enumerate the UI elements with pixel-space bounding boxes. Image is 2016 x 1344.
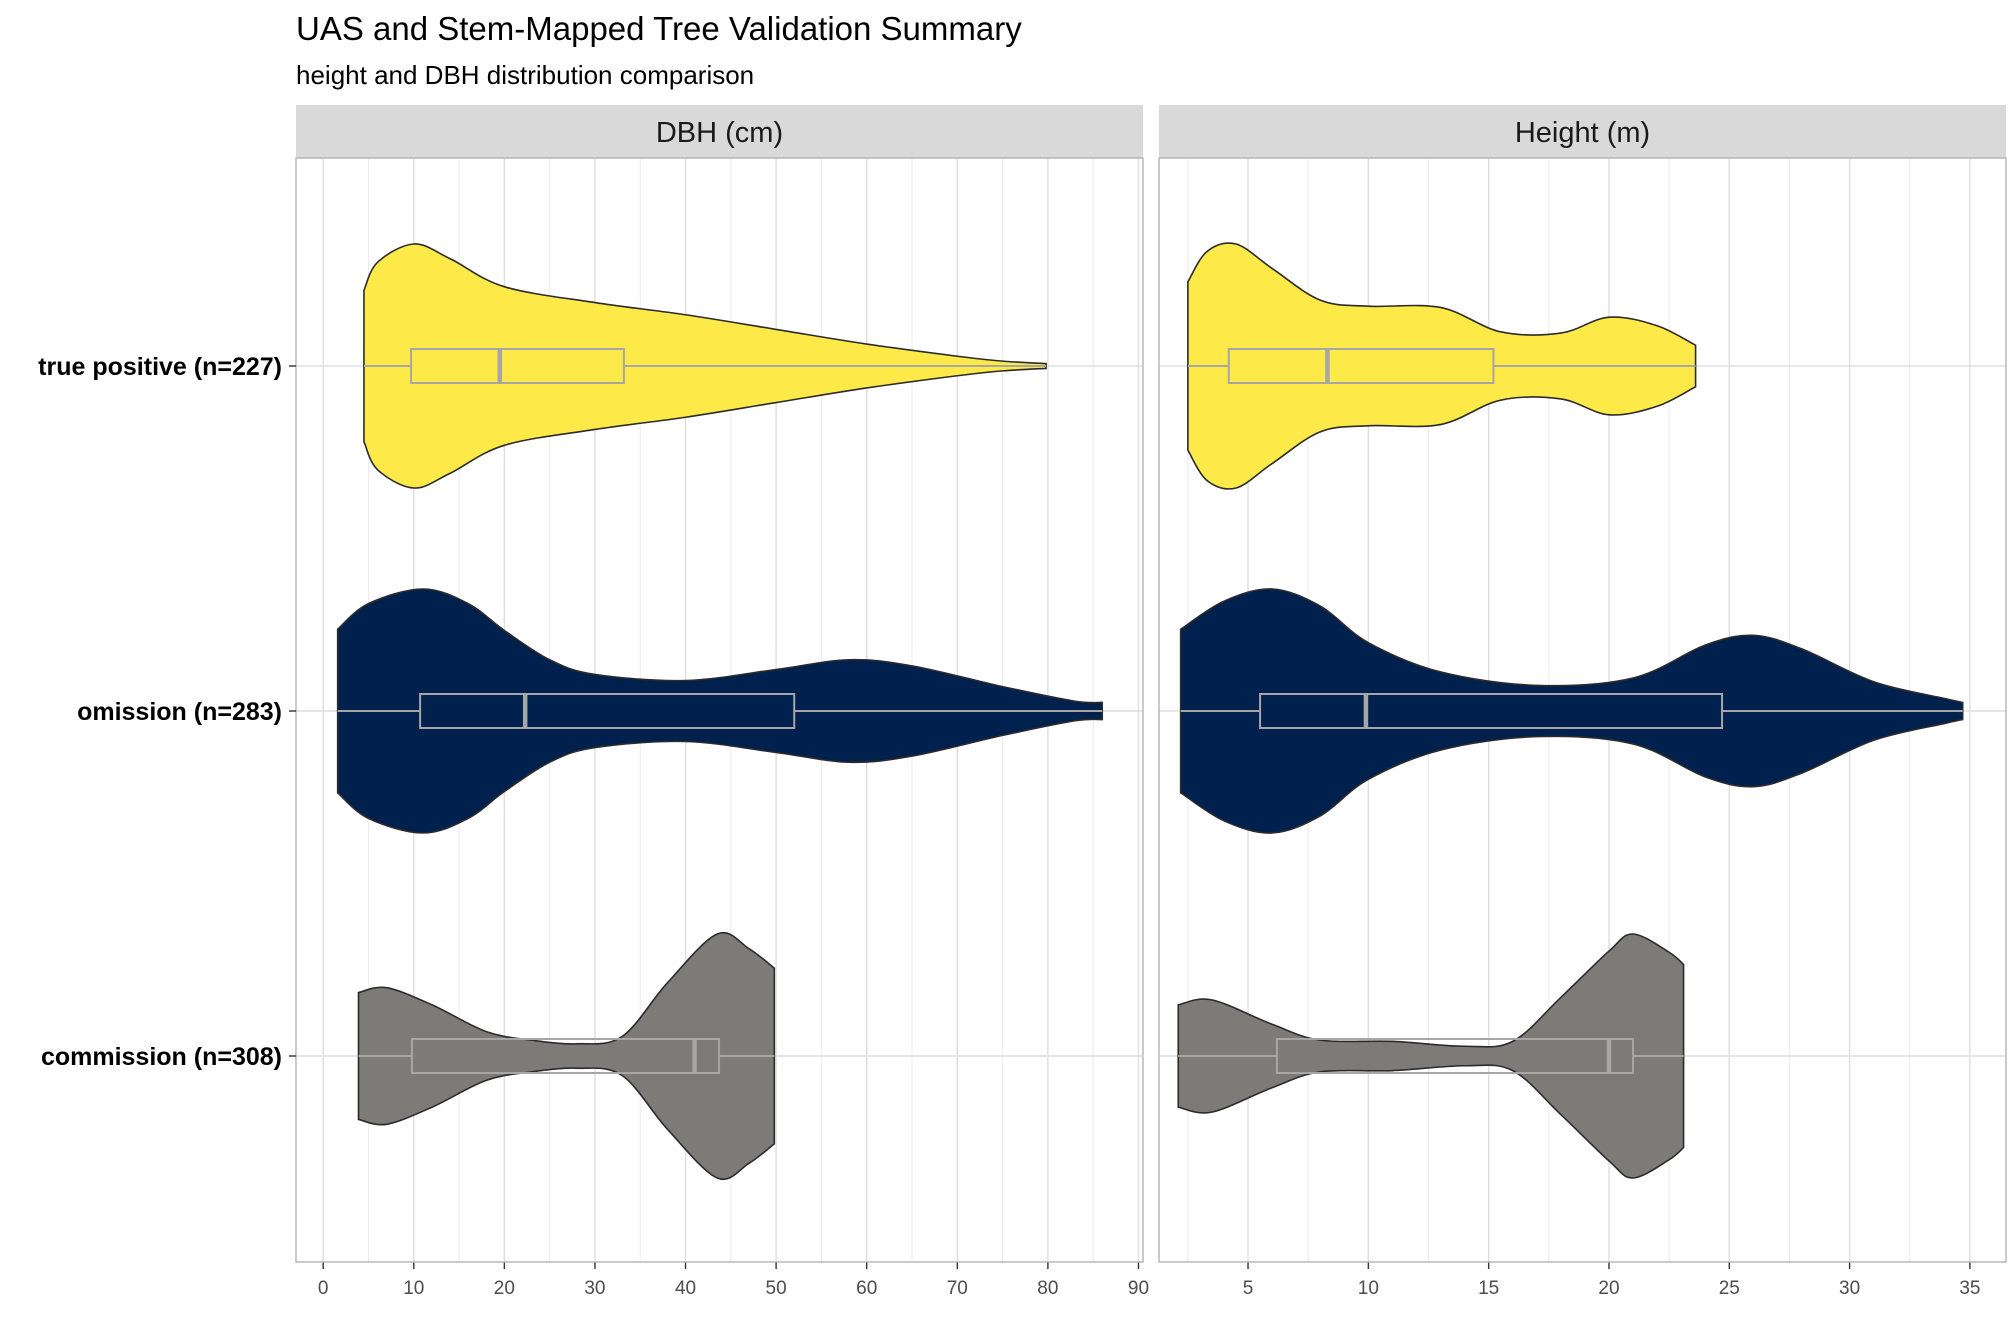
box-iqr [1259, 693, 1724, 729]
x-tick-label: 35 [1959, 1278, 1980, 1299]
box-iqr [410, 1038, 721, 1074]
x-tick-label: 10 [1358, 1278, 1379, 1299]
x-tick-label: 25 [1719, 1278, 1740, 1299]
strip-label-height-m: Height (m) [1515, 117, 1650, 149]
violin-commission [357, 931, 776, 1181]
y-tick-label: omission (n=283) [77, 698, 282, 726]
box-iqr [1227, 348, 1495, 384]
panel-border [1158, 157, 2007, 1263]
x-tick-label: 30 [1839, 1278, 1860, 1299]
box-iqr [410, 348, 625, 384]
x-tick-label: 20 [494, 1278, 515, 1299]
boxplot-true-positive [1187, 348, 1696, 384]
x-tick-label: 50 [766, 1278, 787, 1299]
x-tick-label: 60 [856, 1278, 877, 1299]
y-tick-label: commission (n=308) [41, 1043, 282, 1071]
x-tick-label: 40 [675, 1278, 696, 1299]
chart-title: UAS and Stem-Mapped Tree Validation Summ… [296, 10, 1022, 47]
violin-commission [1177, 933, 1685, 1179]
boxplot-true-positive [363, 348, 1047, 384]
x-tick-label: 90 [1128, 1278, 1149, 1299]
boxplot-commission [358, 1038, 775, 1074]
panels-layer: DBH (cm) 0 10 20 30 40 50 60 70 80 90 Height (m) 5 10… [295, 105, 2007, 1299]
boxplot-commission [1178, 1038, 1684, 1074]
y-tick-label: true positive (n=227) [38, 353, 282, 381]
violin-true-positive [1187, 242, 1697, 490]
x-tick-label: 10 [403, 1278, 424, 1299]
boxplot-omission [1180, 693, 1963, 729]
chart-subtitle: height and DBH distribution comparison [296, 60, 754, 90]
x-tick-label: 20 [1598, 1278, 1619, 1299]
boxplot-omission [337, 693, 1103, 729]
strip-dbh-cm [296, 105, 1143, 158]
violin-omission [1179, 588, 1964, 834]
strip-label-dbh-cm: DBH (cm) [656, 117, 783, 149]
y-axis: true positive (n=227) omission (n=283) com… [38, 353, 296, 1071]
strip-height-m [1159, 105, 2006, 158]
x-tick-label: 70 [947, 1278, 968, 1299]
x-tick-label: 5 [1243, 1278, 1254, 1299]
box-iqr [1275, 1038, 1635, 1074]
x-tick-label: 80 [1037, 1278, 1058, 1299]
panel-dbh-cm: DBH (cm) 0 10 20 30 40 50 60 70 80 90 [295, 105, 1149, 1299]
x-tick-label: 15 [1478, 1278, 1499, 1299]
box-iqr [419, 693, 796, 729]
x-tick-label: 30 [584, 1278, 605, 1299]
x-tick-label: 0 [318, 1278, 329, 1299]
panel-border [295, 157, 1144, 1263]
violin-omission [336, 588, 1104, 834]
panel-height-m: Height (m) 5 10 15 20 25 30 35 [1158, 105, 2007, 1299]
